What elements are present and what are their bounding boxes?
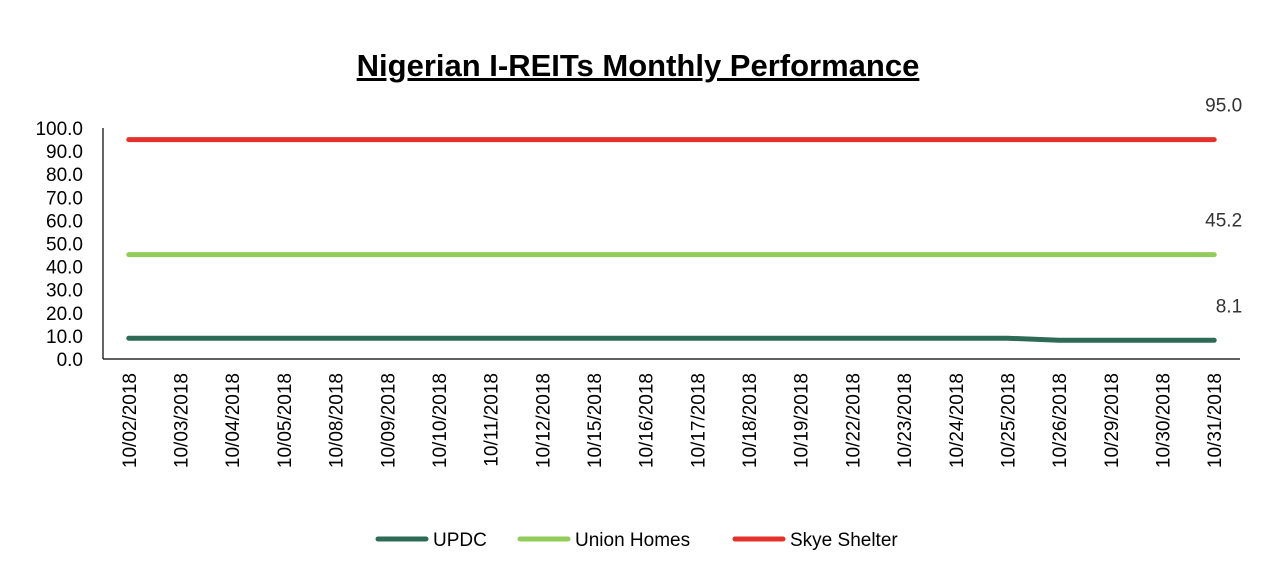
data-label: 8.1 xyxy=(1216,296,1242,317)
end-labels: 8.1 45.2 95.0 xyxy=(1205,96,1242,318)
x-tick-label: 10/04/2018 xyxy=(223,373,244,468)
y-tick-label: 0.0 xyxy=(57,350,83,371)
y-tick-label: 80.0 xyxy=(46,165,83,186)
x-tick-label: 10/19/2018 xyxy=(792,373,813,468)
y-tick-label: 90.0 xyxy=(46,142,83,163)
legend-label: UPDC xyxy=(433,530,487,551)
x-tick-label: 10/11/2018 xyxy=(482,373,503,467)
y-tick-label: 50.0 xyxy=(46,235,83,256)
x-tick-label: 10/15/2018 xyxy=(585,373,606,468)
x-tick-label: 10/22/2018 xyxy=(843,373,864,468)
y-tick-label: 100.0 xyxy=(35,119,83,140)
y-tick-label: 70.0 xyxy=(46,188,83,209)
data-label: 45.2 xyxy=(1205,211,1242,232)
x-tick-label: 10/24/2018 xyxy=(947,373,968,468)
x-tick-label: 10/17/2018 xyxy=(688,373,709,468)
x-tick-label: 10/29/2018 xyxy=(1102,373,1123,468)
legend: UPDC Union Homes Skye Shelter xyxy=(375,530,898,551)
x-tick-label: 10/08/2018 xyxy=(327,373,348,468)
x-tick-label: 10/03/2018 xyxy=(172,373,193,468)
chart-title: Nigerian I-REITs Monthly Performance xyxy=(356,48,920,83)
series-line-updc xyxy=(126,335,1217,343)
x-tick-label: 10/25/2018 xyxy=(998,373,1019,468)
x-tick-label: 10/23/2018 xyxy=(895,373,916,468)
y-tick-label: 40.0 xyxy=(46,258,83,279)
y-tick-label: 60.0 xyxy=(46,211,83,232)
x-tick-label: 10/18/2018 xyxy=(740,373,761,468)
y-tick-label: 30.0 xyxy=(46,281,83,302)
x-tick-label: 10/05/2018 xyxy=(275,373,296,468)
x-tick-label: 10/09/2018 xyxy=(378,373,399,468)
legend-label: Skye Shelter xyxy=(790,530,898,551)
x-tick-label: 10/26/2018 xyxy=(1050,373,1071,468)
legend-label: Union Homes xyxy=(575,530,690,551)
x-tick-label: 10/12/2018 xyxy=(533,373,554,468)
y-tick-label: 10.0 xyxy=(46,327,83,348)
x-tick-label: 10/30/2018 xyxy=(1153,373,1174,468)
x-tick-label: 10/31/2018 xyxy=(1205,373,1226,468)
x-axis: 10/02/2018 10/03/2018 10/04/2018 10/05/2018… xyxy=(103,358,1240,468)
x-tick-label: 10/02/2018 xyxy=(120,373,141,468)
y-axis: 0.010.020.030.040.050.0 60.070.080.090.01… xyxy=(35,119,104,371)
data-label: 95.0 xyxy=(1205,96,1242,117)
series-lines xyxy=(126,137,1217,343)
x-tick-label: 10/16/2018 xyxy=(637,373,658,468)
y-tick-label: 20.0 xyxy=(46,304,83,325)
x-tick-label: 10/10/2018 xyxy=(430,373,451,468)
